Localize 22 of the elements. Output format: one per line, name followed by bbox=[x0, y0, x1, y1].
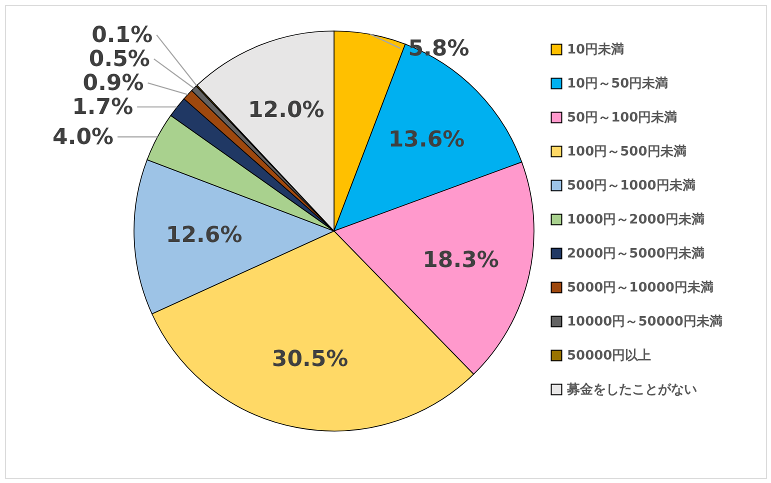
legend-label: 募金をしたことがない bbox=[566, 382, 697, 398]
data-label: 12.0% bbox=[248, 98, 324, 124]
data-label: 4.0% bbox=[52, 124, 114, 150]
data-label: 0.5% bbox=[88, 46, 150, 72]
legend-label: 500円～1000円未満 bbox=[567, 178, 696, 194]
data-label: 0.1% bbox=[92, 22, 153, 48]
legend-label: 50000円以上 bbox=[567, 348, 652, 364]
legend-label: 10000円～50000円未満 bbox=[567, 314, 722, 330]
data-label: 18.3% bbox=[422, 248, 499, 273]
legend-label: 10円未満 bbox=[567, 42, 624, 58]
legend-label: 100円～500円未満 bbox=[567, 144, 686, 160]
legend-label: 10円～50円未満 bbox=[567, 76, 668, 92]
legend-label: 2000円～5000円未満 bbox=[567, 246, 704, 262]
data-label: 1.7% bbox=[72, 94, 134, 120]
data-label: 5.8% bbox=[408, 36, 470, 62]
legend-label: 5000円～10000円未満 bbox=[567, 280, 714, 296]
data-label: 13.6% bbox=[388, 128, 465, 153]
data-label: 12.6% bbox=[166, 223, 242, 248]
legend-label: 50円～100円未満 bbox=[567, 110, 678, 126]
data-label: 0.9% bbox=[82, 70, 144, 96]
legend-label: 1000円～2000円未満 bbox=[567, 212, 704, 228]
data-label: 30.5% bbox=[272, 346, 348, 372]
